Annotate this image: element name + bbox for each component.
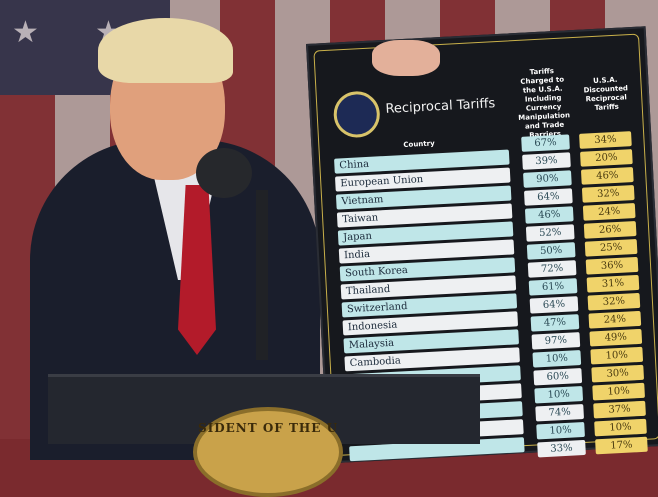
- discounted-tariff-cell: 36%: [585, 256, 639, 275]
- tariff-charged-cell: 33%: [537, 439, 586, 458]
- microphone: [196, 148, 252, 198]
- discounted-tariff-cell: 24%: [588, 310, 642, 329]
- tariff-charged-cell: 10%: [534, 386, 584, 404]
- discounted-tariff-cell: 17%: [595, 436, 648, 455]
- tariff-charged-cell: 67%: [521, 134, 570, 152]
- tariff-charged-cell: 64%: [529, 296, 579, 314]
- discounted-tariff-cell: 30%: [591, 364, 645, 383]
- discounted-tariff-cell: 10%: [594, 418, 647, 437]
- discounted-tariff-cell: 32%: [587, 292, 641, 311]
- discounted-tariff-cell: 32%: [581, 185, 635, 203]
- podium-seal: SIDENT OF THE U: [193, 407, 343, 497]
- discount-header: U.S.A. Discounted Reciprocal Tariffs: [583, 75, 629, 112]
- discounted-tariff-cell: 10%: [590, 346, 644, 365]
- tariff-charged-cell: 74%: [535, 403, 585, 422]
- discounted-tariff-cell: 34%: [579, 131, 632, 149]
- tariff-charged-cell: 39%: [522, 152, 571, 170]
- podium: SIDENT OF THE U: [48, 374, 480, 497]
- tariff-charged-cell: 47%: [530, 314, 580, 332]
- hand: [372, 40, 440, 76]
- tariff-charged-cell: 72%: [527, 260, 577, 278]
- red-tie: [178, 185, 216, 355]
- tariff-charged-cell: 60%: [533, 368, 583, 386]
- tariff-charged-cell: 10%: [532, 350, 582, 368]
- discounted-tariff-cell: 31%: [586, 274, 640, 293]
- discounted-tariff-cell: 24%: [582, 203, 636, 221]
- tariff-charged-cell: 90%: [523, 170, 572, 188]
- tariff-charged-cell: 46%: [524, 206, 574, 224]
- tariff-charged-cell: 50%: [526, 242, 576, 260]
- country-header: Country: [403, 139, 435, 150]
- discounted-tariff-cell: 37%: [593, 400, 646, 419]
- discounted-tariff-cell: 10%: [592, 382, 645, 401]
- tariffs-header: Tariffs Charged to the U.S.A. Including …: [518, 67, 571, 139]
- discounted-tariff-cell: 25%: [584, 238, 638, 257]
- tariff-charged-cell: 10%: [536, 421, 585, 440]
- discounted-tariff-cell: 20%: [580, 149, 633, 167]
- tariff-charged-cell: 64%: [523, 188, 573, 206]
- tariff-charged-cell: 61%: [528, 278, 578, 296]
- discounted-tariff-cell: 49%: [589, 328, 643, 347]
- discounted-tariff-cell: 46%: [580, 167, 634, 185]
- tariff-charged-cell: 97%: [531, 332, 581, 350]
- microphone-stand: [256, 190, 268, 360]
- hair: [98, 18, 233, 83]
- tariff-charged-cell: 52%: [525, 224, 575, 242]
- star-icon: ★: [12, 15, 39, 50]
- discounted-tariff-cell: 26%: [583, 220, 637, 239]
